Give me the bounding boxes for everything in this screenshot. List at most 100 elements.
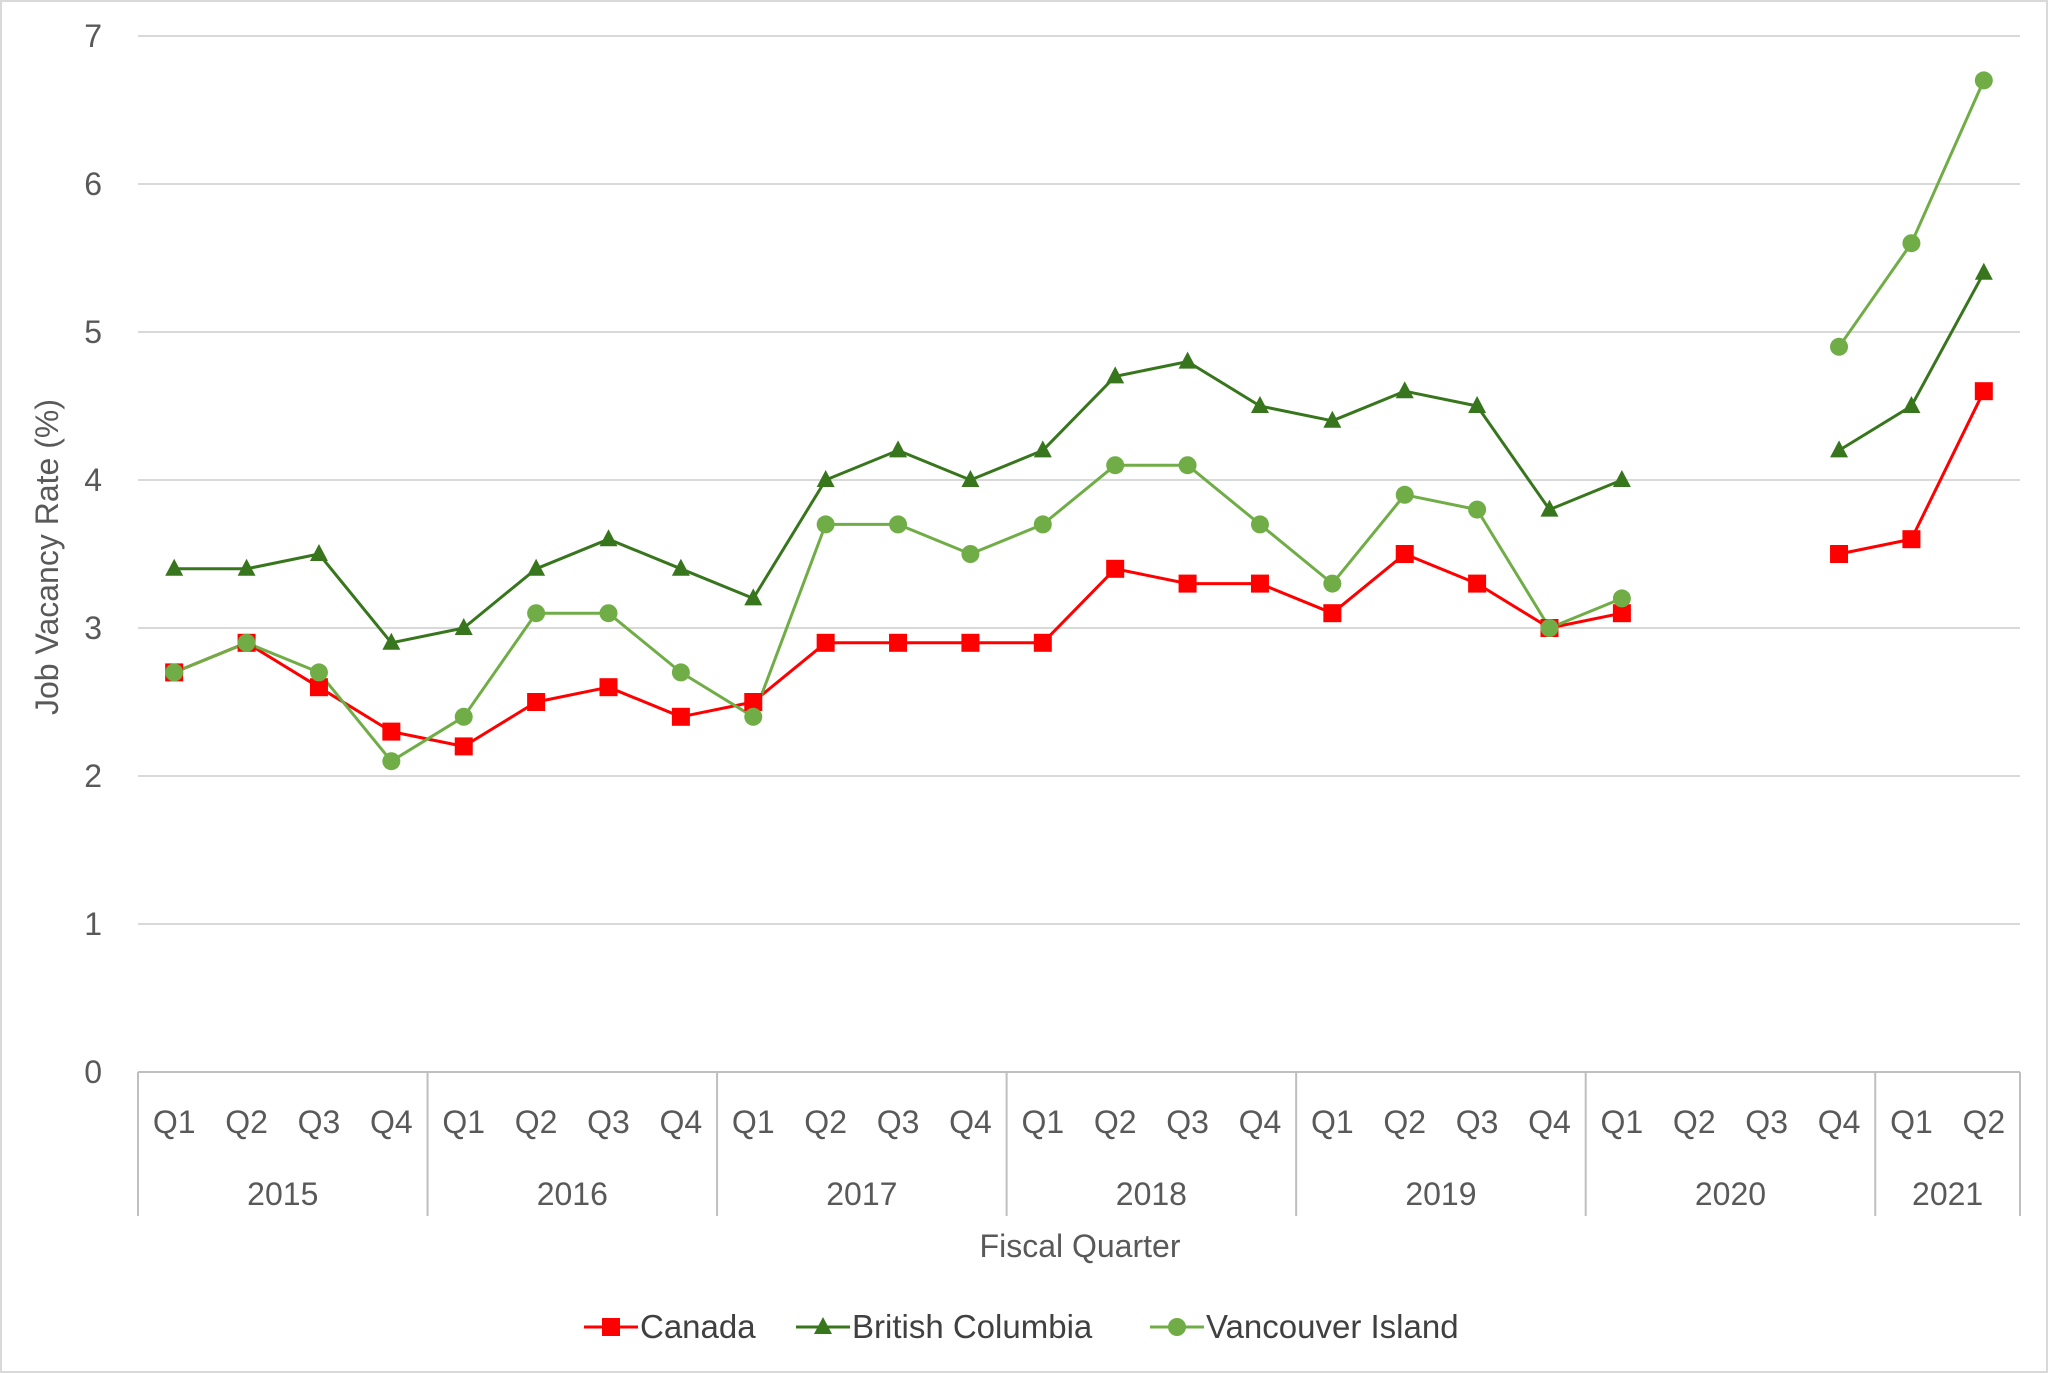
data-point [527,693,546,711]
data-point [671,663,690,682]
data-point [1612,589,1631,608]
data-point [744,588,763,606]
data-point [599,678,618,697]
data-point [165,558,184,576]
data-point [599,604,618,623]
data-point [309,544,328,561]
data-point [1902,396,1921,413]
data-point [309,663,328,682]
data-point [1830,440,1849,458]
data-point [1395,545,1414,563]
x-tick-label-quarter: Q3 [298,1104,341,1140]
x-tick-label-quarter: Q1 [153,1104,196,1140]
data-point [1830,337,1849,356]
x-tick-label-quarter: Q4 [949,1104,992,1140]
y-axis-ticks: 0 1 2 3 4 5 6 7 [84,18,102,1090]
x-axis: Q1 Q2 Q3 Q4 Q1 Q2 Q3 Q4 Q1 Q2 Q3 Q4 Q1 Q2 Q3 Q4 Q1 Q2 Q3 Q4… [137,1071,2021,1216]
data-point [1974,262,1993,280]
data-point [961,470,980,487]
markers-vancouver-island [165,71,1993,771]
data-point [237,633,256,652]
legend: Canada British Columbia Vancouver Island [584,1308,1459,1345]
x-tick-label-quarter: Q1 [1021,1104,1064,1140]
data-point [1974,382,1993,401]
data-point [1106,366,1125,384]
x-tick-label-quarter: Q4 [1528,1104,1571,1140]
y-tick-label: 6 [84,166,102,202]
data-point [237,558,256,576]
data-point [599,529,618,547]
data-point [1033,515,1052,534]
x-tick-label-quarter: Q3 [877,1104,920,1140]
data-point [1033,633,1052,652]
y-axis-title: Job Vacancy Rate (%) [29,399,65,715]
data-point [1323,574,1342,593]
data-point [1250,515,1269,534]
x-tick-label-quarter: Q4 [1818,1104,1861,1140]
x-tick-label-year: 2016 [537,1176,608,1212]
data-point [671,707,690,726]
data-point [1323,604,1342,623]
data-point [382,632,401,650]
data-point [1540,499,1559,517]
x-tick-label-year: 2018 [1116,1176,1187,1212]
data-point [309,678,328,697]
legend-label: British Columbia [852,1308,1093,1345]
legend-label: Vancouver Island [1206,1308,1459,1345]
legend-marker [602,1318,620,1336]
data-point [1178,456,1197,475]
data-point [1902,234,1921,253]
y-tick-label: 4 [84,462,102,498]
x-tick-label-quarter: Q2 [804,1104,847,1140]
data-point [1468,574,1487,593]
x-tick-label-quarter: Q3 [1745,1104,1788,1140]
y-tick-label: 5 [84,314,102,350]
data-point [165,663,184,682]
legend-item: Canada [584,1308,756,1345]
data-point [961,633,980,652]
x-tick-label-year: 2020 [1695,1176,1766,1212]
data-point [382,752,401,771]
x-tick-label-quarter: Q2 [1962,1104,2005,1140]
data-point [527,604,546,623]
x-tick-label-quarter: Q4 [370,1104,413,1140]
legend-label: Canada [640,1308,756,1345]
x-axis-title: Fiscal Quarter [980,1228,1181,1264]
data-point [1468,500,1487,519]
data-point [671,558,690,576]
x-tick-label-quarter: Q2 [1673,1104,1716,1140]
y-tick-label: 2 [84,758,102,794]
data-point [1468,396,1487,413]
data-point [527,558,546,576]
markers-british-columbia [165,262,1993,650]
y-tick-label: 7 [84,18,102,54]
data-point [889,633,908,652]
data-point [816,515,835,534]
data-point [1178,574,1197,593]
x-tick-label-quarter: Q4 [660,1104,703,1140]
data-point [889,440,908,458]
legend-item: Vancouver Island [1150,1308,1459,1345]
data-point [1830,545,1849,563]
data-point [1902,530,1921,549]
data-point [454,707,473,726]
data-point [454,737,473,756]
data-point [1106,456,1125,475]
x-tick-label-quarter: Q2 [225,1104,268,1140]
data-point [1395,381,1414,399]
x-tick-label-quarter: Q1 [1890,1104,1933,1140]
data-point [744,693,763,711]
x-tick-label-quarter: Q2 [1094,1104,1137,1140]
gridlines [138,35,2020,925]
data-point [889,515,908,534]
data-point [1323,410,1342,428]
data-point [1540,619,1559,637]
x-tick-label-quarter: Q1 [442,1104,485,1140]
y-tick-label: 0 [84,1054,102,1090]
y-tick-label: 3 [84,610,102,646]
x-tick-label-quarter: Q3 [1166,1104,1209,1140]
data-point [1033,440,1052,458]
legend-item: British Columbia [796,1308,1093,1345]
